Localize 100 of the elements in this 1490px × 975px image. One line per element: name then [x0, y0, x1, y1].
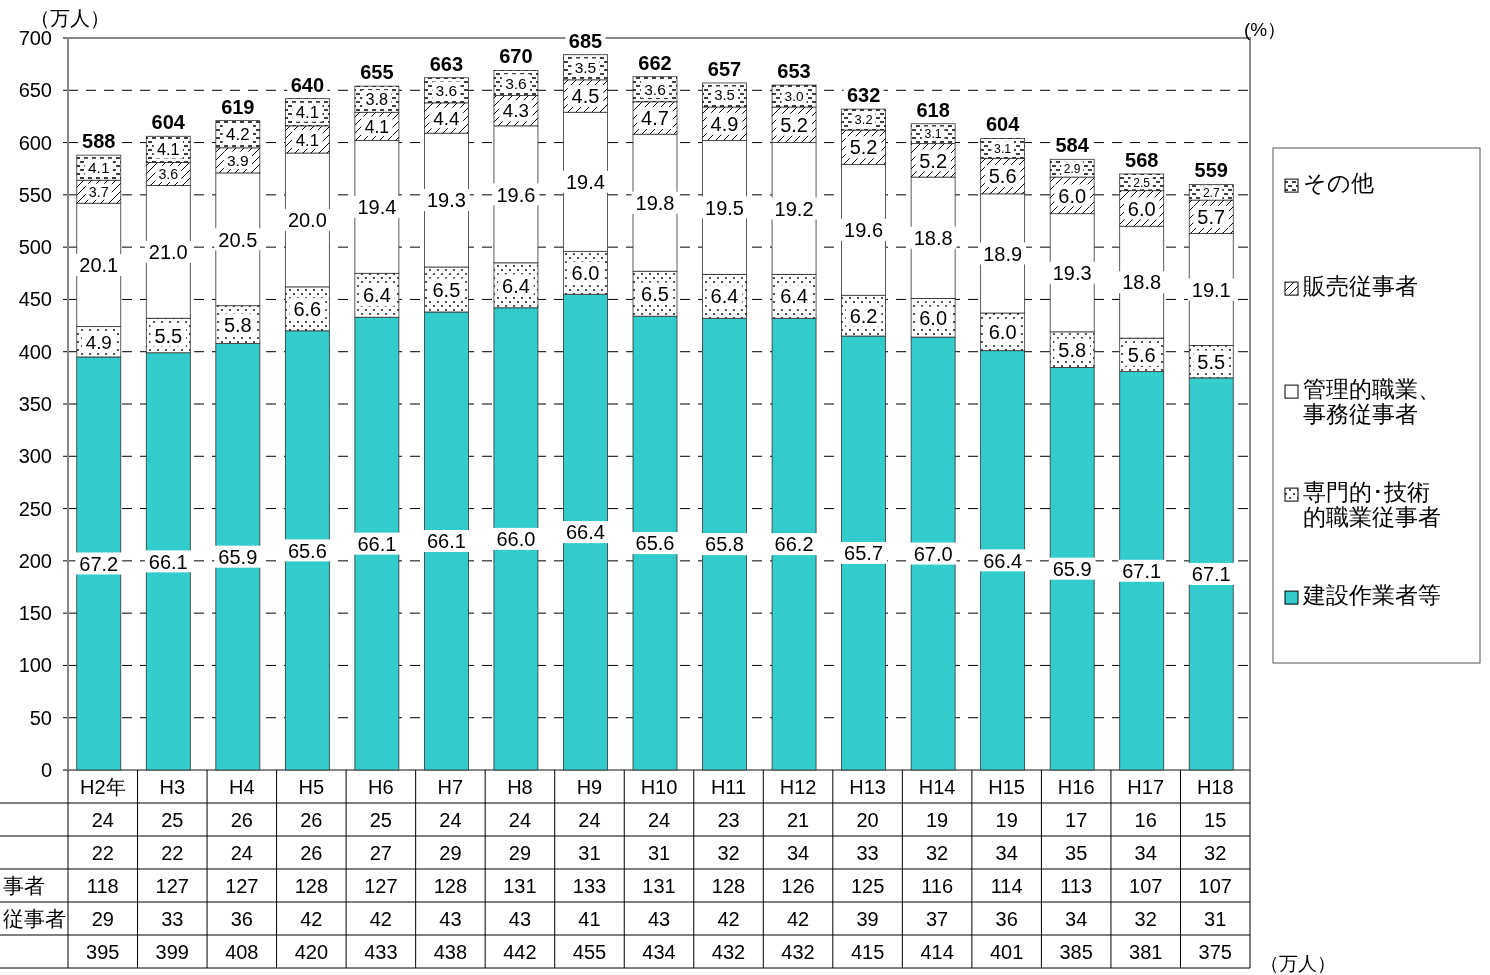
annotation: 19.4 [357, 196, 397, 219]
annotation: 19.4 [566, 170, 605, 193]
data-label: 26 [300, 842, 323, 864]
data-label: 19 [925, 809, 949, 831]
annotation: 19.5 [705, 196, 744, 219]
annotation: 5.8 [223, 313, 252, 336]
data-label: 36 [230, 908, 253, 930]
data-label: 107 [1198, 875, 1232, 897]
data-label: 29 [439, 842, 462, 864]
data-label: 127 [364, 875, 398, 897]
y-tick-label: 450 [18, 288, 52, 311]
annotation: 6.0 [1058, 184, 1087, 207]
annotation: 6.4 [710, 285, 739, 308]
data-label: 24 [439, 809, 462, 831]
annotation: 4.1 [87, 159, 110, 177]
data-label: 34 [1065, 908, 1088, 930]
annotation: 65.6 [635, 532, 675, 555]
data-label: 438 [433, 941, 468, 963]
text: 従事者 [3, 907, 66, 930]
annotation: 6.5 [432, 278, 461, 301]
annotation: 5.5 [154, 324, 183, 347]
data-label: 385 [1059, 941, 1093, 963]
y-tick-label: 600 [18, 131, 52, 154]
data-label: 23 [717, 809, 740, 831]
data-label: 25 [369, 809, 393, 831]
annotation: 19.1 [1191, 278, 1231, 301]
annotation: 5.5 [1197, 350, 1226, 373]
data-label: 32 [717, 842, 740, 864]
x-tick-label: H10 [640, 776, 678, 798]
data-label: 128 [433, 875, 468, 897]
data-label: 31 [647, 842, 671, 864]
y-tick-label: 50 [29, 706, 52, 729]
data-label: 126 [781, 875, 815, 897]
x-tick-label: H4 [229, 776, 255, 798]
annotation: 3.6 [435, 81, 458, 99]
data-label: 125 [850, 875, 885, 897]
annotation: 4.9 [85, 331, 112, 353]
annotation: 3.6 [644, 80, 666, 98]
annotation: 18.9 [983, 242, 1023, 265]
annotation: 19.8 [635, 191, 675, 214]
annotation: 6.0 [1127, 197, 1156, 220]
text: 管理的職業、事務従事者 [1303, 376, 1442, 428]
text: 販売従事者 [1303, 273, 1419, 300]
data-label: 29 [91, 908, 114, 930]
annotation: 3.8 [365, 90, 389, 109]
data-label: 414 [920, 941, 954, 963]
data-label: 32 [1134, 908, 1157, 930]
annotation: 4.9 [710, 112, 739, 135]
x-tick-label: H6 [368, 776, 394, 798]
x-tick-label: H11 [710, 776, 747, 798]
annotation: 18.8 [913, 226, 953, 249]
annotation: 6.4 [362, 284, 391, 307]
annotation: 66.2 [774, 533, 814, 556]
data-label: 128 [711, 875, 746, 897]
text: 専門的･技術的職業従事者 [1303, 479, 1442, 531]
data-label: 15 [1204, 809, 1227, 831]
annotation: 65.9 [1052, 557, 1092, 580]
annotation: 4.4 [433, 107, 460, 129]
y-tick-label: 250 [18, 497, 52, 520]
data-label: 34 [995, 842, 1018, 864]
data-label: 33 [856, 842, 879, 864]
total-label: 657 [707, 57, 742, 80]
annotation: 6.4 [502, 274, 530, 297]
annotation: 5.2 [919, 149, 948, 172]
annotation: 2.9 [1063, 161, 1081, 176]
data-label: 42 [369, 908, 393, 930]
total-label: 632 [846, 84, 881, 107]
data-label: 43 [647, 908, 671, 930]
x-tick-label: H12 [779, 776, 817, 798]
total-label: 670 [499, 45, 533, 68]
text: 事者 [3, 874, 45, 897]
annotation: 3.0 [784, 88, 804, 104]
annotation: 66.1 [357, 532, 397, 555]
y-tick-label: 100 [18, 654, 52, 677]
annotation: 66.0 [496, 528, 536, 551]
data-label: 381 [1129, 941, 1163, 963]
data-label: 420 [294, 941, 329, 963]
data-label: 17 [1065, 809, 1088, 831]
annotation: 66.1 [426, 530, 466, 553]
annotation: 6.5 [641, 282, 669, 305]
data-label: 34 [1134, 842, 1157, 864]
data-label: 118 [86, 875, 119, 897]
data-label: 35 [1065, 842, 1088, 864]
data-label: 432 [711, 941, 746, 963]
y-tick-label: 350 [18, 393, 52, 415]
x-tick-label: H13 [849, 776, 886, 798]
annotation: 20.0 [287, 209, 327, 232]
annotation: 66.4 [983, 549, 1023, 572]
data-label: 26 [300, 809, 323, 831]
total-label: 640 [290, 73, 325, 96]
data-label: 131 [642, 875, 676, 897]
annotation: 3.1 [994, 141, 1012, 156]
annotation: 2.5 [1133, 175, 1151, 190]
data-label: 415 [850, 941, 885, 963]
total-label: 685 [568, 29, 603, 52]
annotation: 5.6 [1127, 344, 1156, 367]
annotation: 66.1 [148, 550, 188, 573]
total-label: 662 [638, 51, 672, 74]
y-tick-label: 500 [18, 236, 52, 259]
annotation: 6.6 [293, 298, 322, 321]
